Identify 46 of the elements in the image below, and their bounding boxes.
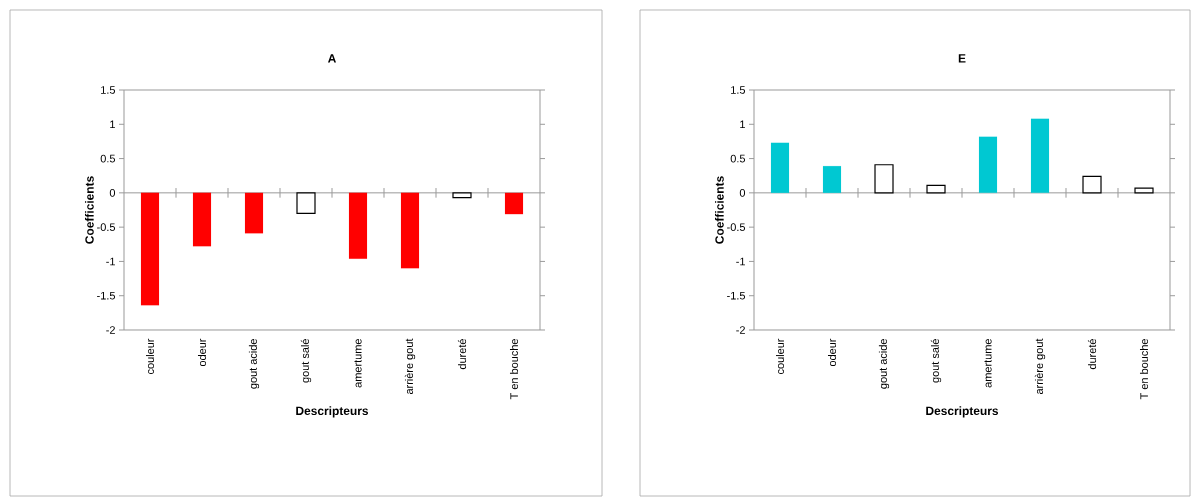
bar [822, 166, 842, 193]
y-tick-label: 1.5 [731, 86, 746, 94]
bar [1030, 118, 1050, 193]
y-tick-label: 0 [739, 188, 746, 197]
bar [926, 184, 946, 194]
x-tick-label: gout salé [930, 339, 942, 383]
bar [1134, 187, 1154, 194]
y-tick-label: -1 [106, 257, 115, 266]
y-tick-label: 1.5 [101, 86, 116, 94]
y-tick-label: 0.5 [730, 154, 746, 163]
x-tick-label: amertume [984, 339, 992, 388]
x-tick-label: arrière gout [404, 338, 416, 395]
y-tick-label: -0.5 [727, 223, 746, 232]
x-tick-label: couleur [775, 338, 785, 374]
y-tick-label: 0 [109, 188, 116, 197]
y-tick-label: 0.5 [100, 154, 116, 163]
x-tick-label: dureté [457, 339, 467, 370]
x-tick-label: dureté [1087, 339, 1097, 370]
y-axis-title: Coefficients [714, 176, 724, 244]
x-tick-label: odeur [197, 338, 207, 367]
x-axis-title: Descripteurs [296, 406, 369, 418]
x-tick-label: arrière gout [1034, 338, 1046, 395]
y-tick-label: 1 [110, 120, 115, 129]
y-tick-label: 1 [740, 120, 745, 129]
x-tick-label: odeur [827, 338, 837, 367]
x-tick-label: couleur [145, 338, 155, 374]
x-tick-label: gout acide [248, 339, 260, 389]
y-tick-label: -0.5 [97, 223, 116, 232]
bar [1082, 175, 1102, 194]
y-axis-title: Coefficients [84, 176, 94, 244]
y-tick-label: -1.5 [727, 291, 746, 300]
chart-title: A [327, 54, 336, 63]
bar [874, 164, 894, 194]
bar [770, 142, 790, 193]
y-tick-label: -1.5 [97, 291, 116, 300]
y-tick-label: -2 [736, 326, 745, 334]
x-tick-label: T en bouche [509, 339, 519, 400]
x-tick-label: gout salé [300, 339, 312, 383]
bar [978, 136, 998, 193]
x-tick-label: T en bouche [1139, 339, 1149, 400]
x-tick-label: gout acide [878, 339, 890, 389]
y-tick-label: -1 [736, 257, 745, 266]
chart-title: E [958, 54, 966, 63]
x-tick-label: amertume [354, 339, 362, 388]
x-axis-title: Descripteurs [926, 406, 999, 418]
y-tick-label: -2 [106, 326, 115, 334]
